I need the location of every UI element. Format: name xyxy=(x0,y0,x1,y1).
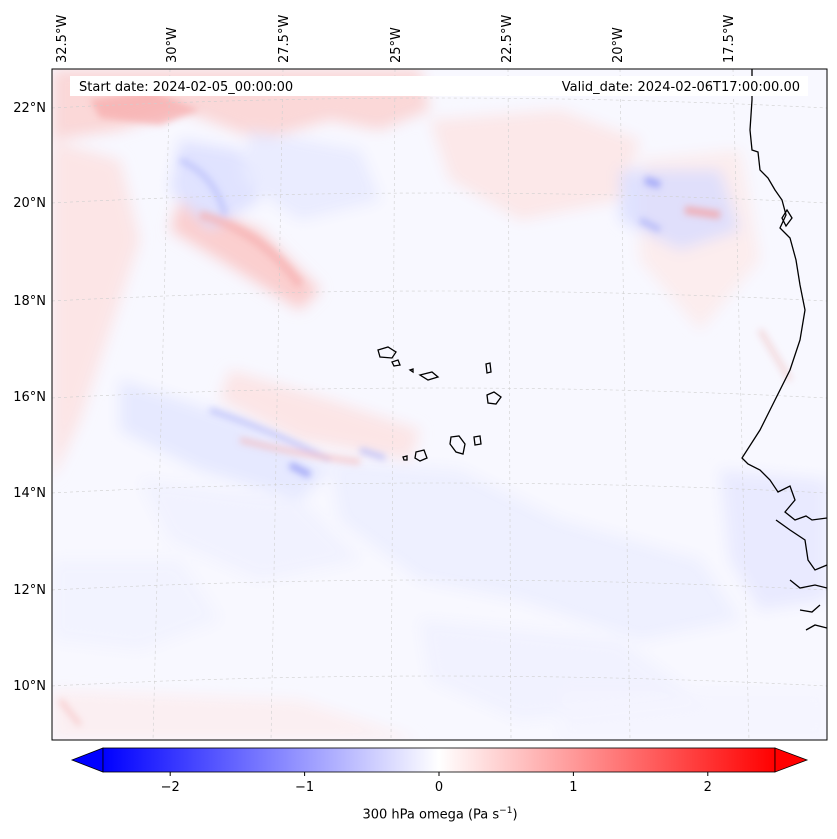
island-brava xyxy=(402,455,408,461)
colorbar-title: 300 hPa omega (Pa s−1) xyxy=(0,806,837,822)
colorbar-extend-low xyxy=(70,747,104,773)
lon-label: 22.5°W xyxy=(500,15,515,63)
island-santiago xyxy=(449,435,466,455)
date-banner xyxy=(70,76,808,96)
island-fogo xyxy=(414,449,428,462)
colorbar-title-main: 300 hPa omega (Pa s xyxy=(362,807,500,823)
island-sao-vicente xyxy=(391,359,401,367)
colorbar-gradient xyxy=(102,747,776,773)
valid-date: Valid_date: 2024-02-06T17:00:00.00 xyxy=(562,80,800,95)
island-sao-nicolau xyxy=(418,371,440,381)
lat-label: 16°N xyxy=(13,390,46,405)
colorbar-title-close: ) xyxy=(512,807,518,823)
island-maio xyxy=(473,435,482,446)
africa-coast xyxy=(741,69,827,631)
coast-island xyxy=(781,208,793,228)
island-santo-antao xyxy=(377,346,397,359)
colorbar-extend-high xyxy=(774,747,809,773)
colorbar: −2 −1 0 1 2 xyxy=(70,747,809,795)
lon-label: 32.5°W xyxy=(55,15,70,63)
lon-label: 27.5°W xyxy=(277,15,292,63)
lat-label: 14°N xyxy=(13,486,46,501)
graticule xyxy=(52,69,827,740)
colorbar-title-sup: −1 xyxy=(499,806,513,816)
lat-labels: 22°N 20°N 18°N 16°N 14°N 12°N 10°N xyxy=(13,101,46,694)
lat-label: 12°N xyxy=(13,583,46,598)
colorbar-tick-label: −1 xyxy=(295,780,314,795)
coastline xyxy=(377,69,827,631)
island-boa-vista xyxy=(486,391,502,405)
start-date: Start date: 2024-02-05_00:00:00 xyxy=(79,80,293,95)
lon-label: 20°W xyxy=(611,27,626,63)
lon-label: 17.5°W xyxy=(722,15,737,63)
lat-label: 22°N xyxy=(13,101,46,116)
omega-field: Start date: 2024-02-05_00:00:00 Valid_da… xyxy=(52,69,827,740)
colorbar-ticks: −2 −1 0 1 2 xyxy=(161,772,712,795)
colorbar-tick-label: 2 xyxy=(704,780,712,795)
lat-label: 10°N xyxy=(13,679,46,694)
lat-label: 18°N xyxy=(13,294,46,309)
island-sal xyxy=(485,362,492,374)
colorbar-tick-label: 0 xyxy=(435,780,443,795)
map-frame xyxy=(51,68,828,741)
lon-labels: 32.5°W 30°W 27.5°W 25°W 22.5°W 20°W 17.5… xyxy=(55,15,737,63)
omega-streaks xyxy=(58,90,793,727)
lat-label: 20°N xyxy=(13,196,46,211)
omega-shading xyxy=(52,69,827,740)
lon-label: 30°W xyxy=(165,27,180,63)
colorbar-tick-label: 1 xyxy=(569,780,577,795)
colorbar-tick-label: −2 xyxy=(161,780,180,795)
island-santa-luzia xyxy=(408,368,414,374)
lon-label: 25°W xyxy=(389,27,404,63)
